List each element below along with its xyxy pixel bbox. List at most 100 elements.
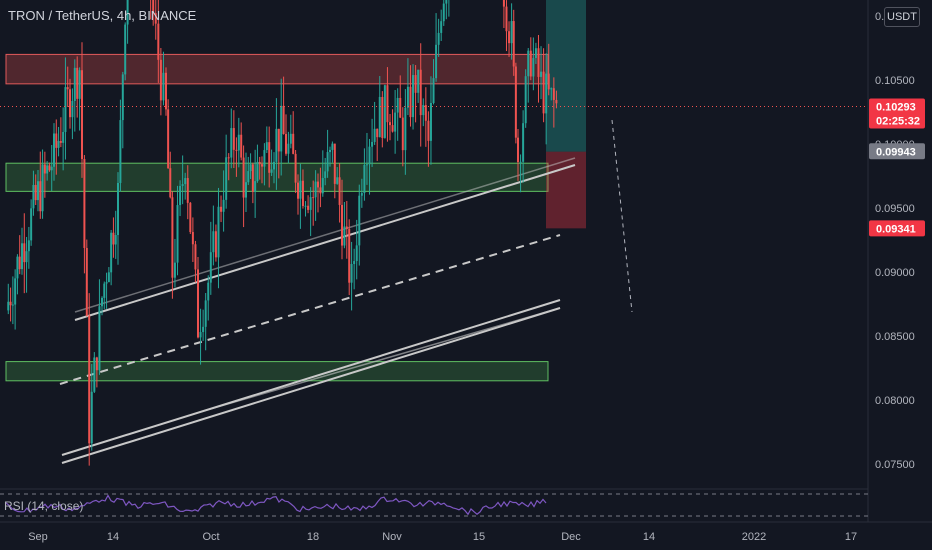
candle-body <box>345 226 348 229</box>
candle-body <box>381 96 384 138</box>
candle-body <box>396 97 399 113</box>
candle-body <box>186 178 189 203</box>
price-tag <box>869 98 925 129</box>
candle-body <box>437 32 440 45</box>
candle-body <box>394 112 397 132</box>
candle-body <box>365 164 368 166</box>
currency-button[interactable]: USDT <box>884 7 920 27</box>
candle-body <box>355 245 358 262</box>
candle-body <box>376 128 379 138</box>
candle-body <box>324 171 327 179</box>
zone-resistance <box>5 53 549 85</box>
candle-body <box>212 231 215 253</box>
candle-body <box>265 142 268 151</box>
candle-body <box>268 142 271 173</box>
candle-body <box>317 181 319 188</box>
candle-body <box>419 69 422 116</box>
x-tick-label: Sep <box>28 531 48 543</box>
candle-body <box>217 206 220 258</box>
candle-body <box>263 150 266 167</box>
candle-body <box>124 24 127 75</box>
channel-lower-line <box>61 299 561 456</box>
candle-body <box>251 164 254 192</box>
candle-body <box>373 128 376 142</box>
candle-body <box>126 0 129 25</box>
candle-body <box>197 269 199 338</box>
candle-body <box>363 164 366 194</box>
candle-body <box>16 256 19 279</box>
x-tick-label: Nov <box>382 531 402 543</box>
candle-body <box>510 21 513 44</box>
price-tag-value: 0.09341 <box>876 223 916 235</box>
candle-body <box>537 48 540 77</box>
candle-body <box>297 182 299 199</box>
candle-body <box>273 161 275 170</box>
candle-body <box>53 133 55 167</box>
candle-body <box>83 159 86 248</box>
x-tick-label: Oct <box>202 531 219 543</box>
price-tag-countdown: 02:25:32 <box>876 115 920 127</box>
candle-body <box>412 75 415 118</box>
candle-body <box>254 181 257 192</box>
candle-body <box>289 133 292 144</box>
candle-body <box>157 23 160 60</box>
x-tick-label: 15 <box>473 531 485 543</box>
price-tag <box>869 143 925 160</box>
candle-body <box>414 75 417 93</box>
candle-body <box>391 125 394 132</box>
candle-body <box>69 89 71 118</box>
candle-body <box>11 304 14 306</box>
candle-body <box>401 117 404 151</box>
candle-body <box>307 205 310 210</box>
candle-body <box>386 85 389 123</box>
candle-body <box>32 184 35 209</box>
candle-body <box>220 206 223 212</box>
candle-body <box>73 67 76 101</box>
candle-body <box>524 76 527 124</box>
candle-body <box>169 168 172 198</box>
candle-body <box>368 146 371 165</box>
candle-body <box>232 128 235 150</box>
candle-body <box>336 177 339 184</box>
candle-body <box>409 86 412 118</box>
candle-body <box>282 105 285 135</box>
candle-body <box>7 301 10 311</box>
candle-body <box>64 87 67 132</box>
candle-body <box>424 105 427 121</box>
channel-upper-line <box>74 164 576 321</box>
candle-body <box>338 177 341 205</box>
candle-body <box>240 134 243 158</box>
candle-body <box>422 105 425 116</box>
candle-body <box>184 178 187 185</box>
candle-body <box>389 122 391 126</box>
price-tag-value: 0.10293 <box>876 101 916 113</box>
y-tick-label: 0.08500 <box>875 331 915 343</box>
candle-body <box>545 73 548 114</box>
candle-body <box>285 134 287 154</box>
channel-lower-line-2 <box>61 307 561 464</box>
candle-body <box>270 169 273 173</box>
candle-body <box>90 391 93 444</box>
x-tick-label: Dec <box>561 531 581 543</box>
candle-body <box>514 66 517 138</box>
candle-body <box>378 96 381 138</box>
candle-body <box>81 70 83 160</box>
candle-body <box>95 357 98 371</box>
candle-body <box>107 272 110 283</box>
projection-line <box>611 119 633 313</box>
candle-body <box>547 73 550 90</box>
candle-body <box>235 149 238 151</box>
candle-body <box>43 164 46 174</box>
candle-body <box>247 171 250 183</box>
candle-body <box>121 74 124 121</box>
x-tick-label: 14 <box>643 531 655 543</box>
candle-body <box>55 133 58 148</box>
candle-body <box>319 187 322 194</box>
x-tick-label: 2022 <box>742 531 766 543</box>
candle-body <box>277 128 280 152</box>
candle-body <box>176 205 179 263</box>
channel-mid-dashed-line <box>59 234 561 385</box>
candle-body <box>292 133 295 154</box>
x-tick-label: 14 <box>107 531 119 543</box>
